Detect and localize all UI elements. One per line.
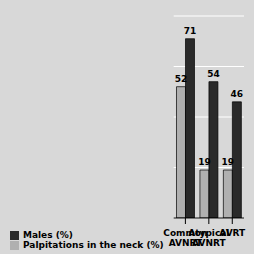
svg-text:19: 19 — [198, 157, 211, 167]
svg-text:46: 46 — [231, 89, 244, 99]
svg-text:52: 52 — [175, 74, 188, 84]
svg-text:54: 54 — [207, 69, 220, 79]
svg-text:AVRT: AVRT — [219, 228, 246, 238]
svg-text:71: 71 — [184, 26, 197, 36]
svg-text:19: 19 — [222, 157, 235, 167]
